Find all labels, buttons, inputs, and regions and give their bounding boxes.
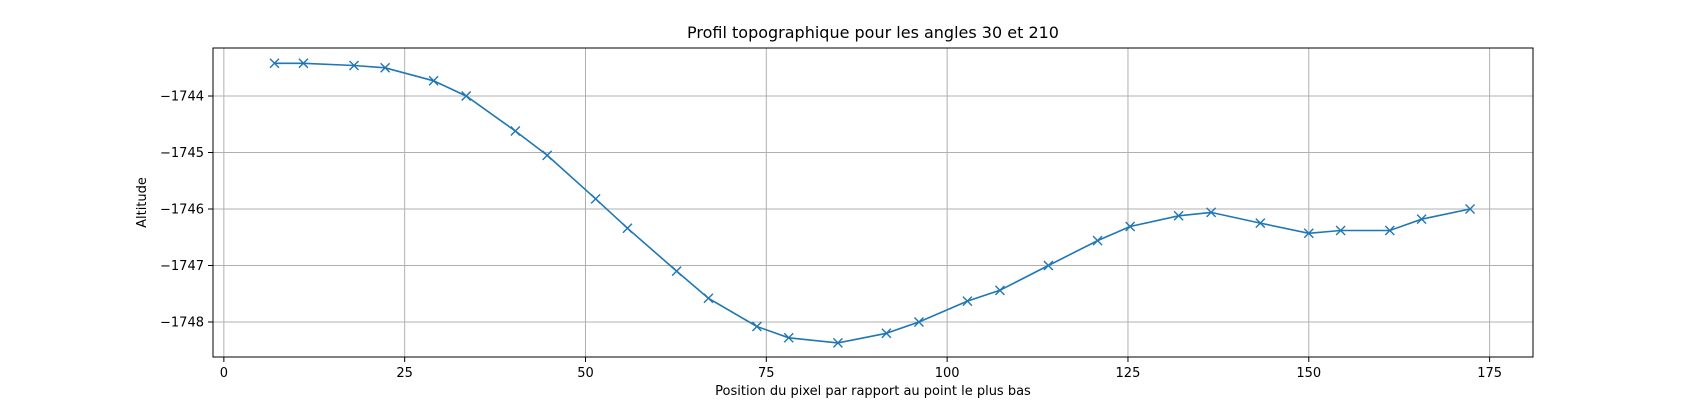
data-point-marker — [1335, 225, 1346, 236]
data-point-marker — [1173, 210, 1184, 221]
marker-stroke — [703, 293, 714, 304]
marker-stroke — [1416, 214, 1427, 225]
data-point-marker — [751, 321, 762, 332]
data-point-marker — [1092, 235, 1103, 246]
data-point-marker — [1255, 218, 1266, 229]
data-point-marker — [542, 150, 553, 161]
marker-stroke — [1092, 235, 1103, 246]
x-tick-label: 175 — [1477, 366, 1502, 381]
y-tick-label: −1745 — [160, 146, 204, 161]
x-tick-label: 150 — [1296, 366, 1321, 381]
series-layer — [269, 58, 1476, 348]
x-tick-label: 0 — [220, 366, 228, 381]
data-point-marker — [703, 293, 714, 304]
marker-stroke — [461, 91, 472, 102]
marker-stroke — [962, 296, 973, 307]
x-tick-label: 25 — [396, 366, 413, 381]
marker-stroke — [1206, 207, 1217, 218]
marker-stroke — [542, 150, 553, 161]
y-tick-label: −1744 — [160, 90, 204, 105]
data-point-marker — [298, 58, 309, 69]
marker-stroke — [269, 58, 280, 69]
y-tick-label: −1748 — [160, 315, 204, 330]
data-point-marker — [1465, 204, 1476, 214]
data-point-marker — [510, 126, 521, 137]
marker-stroke — [1384, 225, 1395, 236]
marker-stroke — [590, 193, 601, 204]
data-point-marker — [349, 60, 360, 71]
marker-stroke — [510, 126, 521, 137]
data-point-marker — [428, 75, 439, 86]
data-point-marker — [269, 58, 280, 69]
x-tick-label: 75 — [758, 366, 775, 381]
plot-frame — [212, 47, 1534, 358]
grid-lines — [213, 48, 1533, 357]
data-point-marker — [783, 332, 794, 343]
data-point-marker — [962, 296, 973, 307]
x-axis-label: Position du pixel par rapport au point l… — [715, 384, 1031, 399]
marker-stroke — [913, 316, 924, 327]
data-point-marker — [1125, 221, 1136, 232]
x-tick-label: 100 — [935, 366, 960, 381]
marker-stroke — [1173, 210, 1184, 221]
marker-stroke — [1335, 225, 1346, 236]
marker-stroke — [1125, 221, 1136, 232]
series-line — [274, 62, 1471, 344]
y-tick-label: −1746 — [160, 202, 204, 217]
data-point-marker — [1416, 214, 1427, 225]
y-axis-label: Altitude — [135, 177, 150, 228]
x-tick-label: 125 — [1116, 366, 1141, 381]
y-tick-label: −1747 — [160, 259, 204, 274]
marker-stroke — [380, 62, 391, 73]
marker-stroke — [1043, 260, 1054, 271]
data-point-marker — [994, 285, 1005, 296]
data-point-marker — [1043, 260, 1054, 271]
data-point-marker — [622, 223, 633, 234]
x-axis: 0 25 50 75 100 125 150 175 — [220, 357, 1502, 381]
marker-stroke — [832, 337, 843, 348]
data-point-marker — [1384, 225, 1395, 236]
data-point-marker — [832, 337, 843, 348]
marker-stroke — [783, 332, 794, 343]
marker-stroke — [1465, 204, 1476, 214]
marker-stroke — [881, 328, 892, 339]
marker-stroke — [1303, 228, 1314, 239]
marker-stroke — [622, 223, 633, 234]
chart-title: Profil topographique pour les angles 30 … — [687, 23, 1059, 42]
data-point-marker — [913, 316, 924, 327]
marker-stroke — [671, 266, 682, 277]
x-tick-label: 50 — [577, 366, 594, 381]
marker-stroke — [1255, 218, 1266, 229]
marker-stroke — [428, 75, 439, 86]
data-point-marker — [590, 193, 601, 204]
data-point-marker — [881, 328, 892, 339]
marker-stroke — [994, 285, 1005, 296]
marker-stroke — [349, 60, 360, 71]
data-point-marker — [1206, 207, 1217, 218]
y-axis: −1748 −1747 −1746 −1745 −1744 — [160, 90, 213, 330]
marker-stroke — [298, 58, 309, 69]
data-point-marker — [461, 91, 472, 102]
data-point-marker — [1303, 228, 1314, 239]
marker-stroke — [751, 321, 762, 332]
data-point-marker — [380, 62, 391, 73]
data-point-marker — [671, 266, 682, 277]
